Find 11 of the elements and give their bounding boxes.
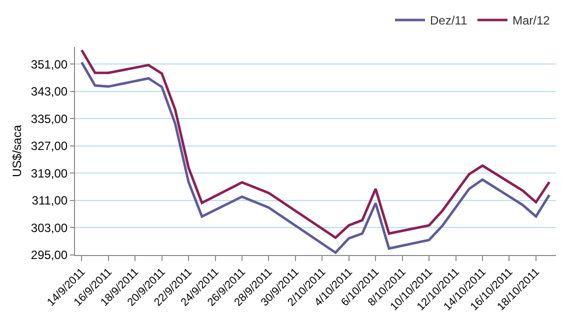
legend-label: Dez/11 [430, 14, 468, 28]
y-tick-label: 295,00 [30, 248, 68, 262]
y-tick-label: 351,00 [30, 57, 68, 72]
y-tick-label: 311,00 [32, 194, 68, 208]
y-axis-title: US$/saca [10, 124, 24, 178]
y-tick-label: 327,00 [30, 139, 68, 154]
legend-label: Mar/12 [512, 14, 550, 28]
y-tick-label: 343,00 [30, 84, 68, 99]
y-tick-label: 319,00 [30, 166, 68, 180]
y-tick-label: 303,00 [30, 220, 68, 235]
y-tick-label: 335,00 [30, 112, 68, 126]
